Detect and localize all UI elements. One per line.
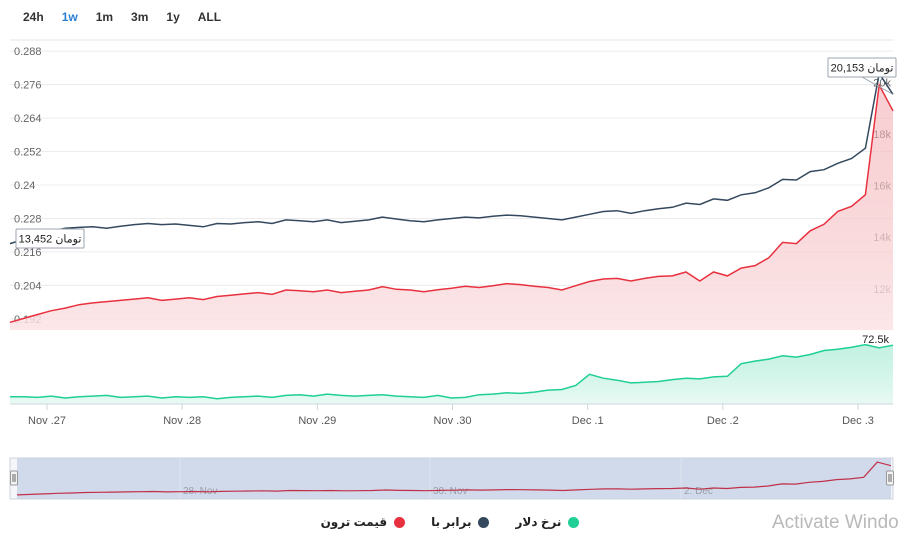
x-axis-tick-label: Dec .2: [707, 415, 739, 427]
tron-price-legend-dot-icon: [394, 516, 406, 528]
range-button-3m[interactable]: 3m: [131, 10, 149, 24]
range-button-1y[interactable]: 1y: [166, 10, 180, 24]
x-axis-tick-label: Nov .30: [434, 415, 472, 427]
left-axis-tick-label: 0.288: [14, 46, 42, 58]
left-axis-ticks: 0.2880.2760.2640.2520.240.2280.2160.2040…: [14, 46, 42, 326]
left-axis-tick-label: 0.24: [14, 180, 35, 192]
left-axis-tick-label: 0.216: [14, 247, 42, 259]
usd-rate-line: [10, 343, 894, 400]
legend-label-usd-rate: نرخ دلار: [515, 515, 562, 529]
range-button-24h[interactable]: 24h: [23, 10, 44, 24]
price-chart: 0.2880.2760.2640.2520.240.2280.2160.2040…: [9, 39, 897, 500]
tron-price-line: [9, 82, 894, 324]
activate-windows-watermark: Activate Windo: [772, 512, 899, 533]
range-selector: 24h 1w 1m 3m 1y ALL: [14, 8, 230, 28]
navigator-series-line: [16, 461, 892, 496]
equal-to-line: [9, 71, 894, 245]
left-axis-tick-label: 0.252: [14, 147, 42, 159]
range-button-all[interactable]: ALL: [197, 10, 222, 24]
series-areas: [10, 85, 893, 405]
left-axis-tick-label: 0.228: [14, 213, 42, 225]
legend-item-tron-price[interactable]: قیمت ترون: [321, 512, 406, 532]
left-axis-tick-label: 0.204: [14, 280, 42, 292]
x-axis-tick-label: Dec .1: [572, 415, 604, 427]
left-axis-tick-label: 0.264: [14, 113, 42, 125]
range-button-1w[interactable]: 1w: [61, 10, 78, 24]
x-axis-tick-label: Nov .29: [298, 415, 336, 427]
legend: نرخ دلار برابر با قیمت ترون: [0, 512, 900, 532]
annotation-box: [15, 228, 85, 249]
annotation-label: تومان 13,452: [19, 234, 82, 246]
annotation-label: تومان 20,153: [831, 63, 894, 75]
x-axis-tick-label: Nov .27: [28, 415, 66, 427]
x-axis-tick-label: Dec .3: [842, 415, 874, 427]
legend-item-equal-to[interactable]: برابر با: [431, 512, 490, 532]
tron-price-area: [10, 85, 893, 330]
range-button-1m[interactable]: 1m: [95, 10, 114, 24]
navigator-date-label: 2. Dec: [684, 486, 713, 497]
legend-item-usd-rate[interactable]: نرخ دلار: [515, 512, 580, 532]
legend-label-tron-price: قیمت ترون: [320, 515, 388, 529]
annotation-connector: [861, 76, 894, 95]
chart-annotations: 72.5k تومان 13,452 تومان 20,153: [15, 57, 897, 346]
x-axis-ticks: Nov .27 Nov .28 Nov .29 Nov .30 Dec .1 Dec .2…: [28, 404, 874, 427]
navigator-left-handle-icon[interactable]: [10, 470, 18, 486]
equal-to-legend-dot-icon: [478, 516, 490, 528]
left-axis-tick-label: 0.276: [14, 80, 42, 92]
legend-label-equal-to: برابر با: [431, 515, 472, 529]
navigator[interactable]: 28. Nov 30. Nov 2. Dec: [9, 457, 894, 500]
navigator-date-label: 30. Nov: [433, 486, 467, 497]
usd-last-value-label: 72.5k: [862, 334, 889, 346]
annotation-box: [827, 57, 897, 78]
usd-rate-area: [10, 344, 893, 404]
navigator-right-handle-icon[interactable]: [886, 470, 894, 486]
series-lines: [9, 71, 894, 400]
x-axis-tick-label: Nov .28: [163, 415, 201, 427]
usd-rate-legend-dot-icon: [568, 516, 580, 528]
